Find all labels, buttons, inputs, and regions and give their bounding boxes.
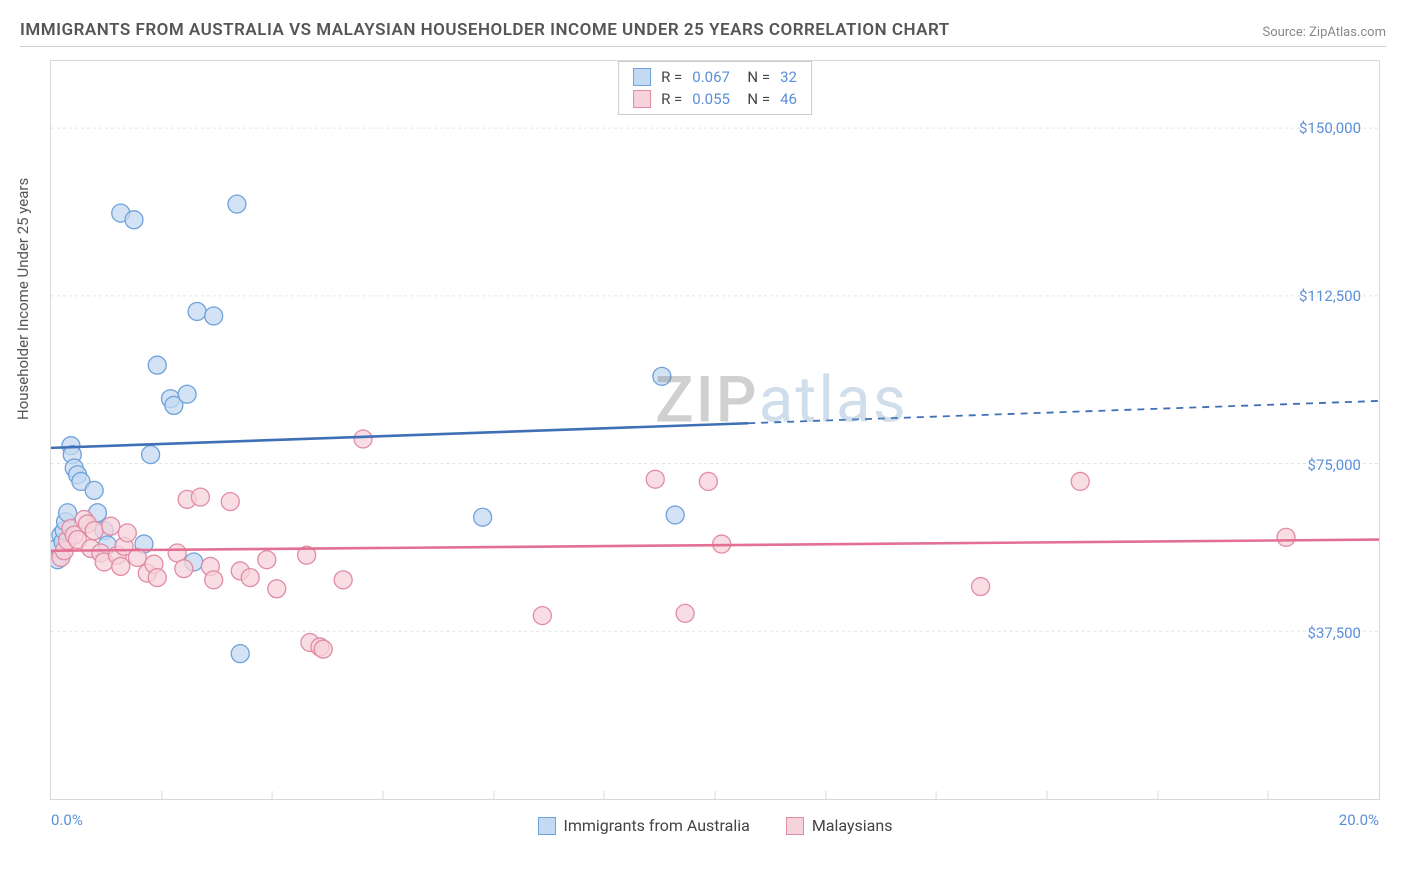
y-tick-label: $112,500 xyxy=(1299,287,1361,305)
legend-n-label: N = xyxy=(736,68,774,86)
bottom-legend-item-australia: Immigrants from Australia xyxy=(538,816,750,835)
y-tick-label: $150,000 xyxy=(1299,119,1361,137)
bottom-legend-item-malaysia: Malaysians xyxy=(786,816,893,835)
legend-row-malaysia: R = 0.055 N = 46 xyxy=(633,88,797,110)
chart-title: IMMIGRANTS FROM AUSTRALIA VS MALAYSIAN H… xyxy=(20,20,950,40)
chart-container: IMMIGRANTS FROM AUSTRALIA VS MALAYSIAN H… xyxy=(0,0,1406,892)
correlation-legend-box: R = 0.067 N = 32 R = 0.055 N = 46 xyxy=(618,61,812,115)
bottom-swatch-malaysia xyxy=(786,817,804,835)
legend-r-label: R = xyxy=(657,68,686,86)
legend-r-value-australia: 0.067 xyxy=(692,68,730,86)
legend-r-label: R = xyxy=(657,90,686,108)
legend-swatch-malaysia xyxy=(633,90,651,108)
legend-n-label: N = xyxy=(736,90,774,108)
y-tick-label: $75,000 xyxy=(1307,456,1361,474)
y-tick-label: $37,500 xyxy=(1307,624,1361,642)
bottom-swatch-australia xyxy=(538,817,556,835)
legend-r-value-malaysia: 0.055 xyxy=(692,90,730,108)
plot-area: ZIPatlas R = 0.067 N = 32 R = 0.055 N = … xyxy=(50,60,1380,800)
source-label: Source: ZipAtlas.com xyxy=(1262,25,1386,40)
bottom-legend-label-malaysia: Malaysians xyxy=(812,816,893,835)
scatter-plot-svg xyxy=(51,61,1379,799)
legend-n-value-australia: 32 xyxy=(780,68,797,86)
legend-swatch-australia xyxy=(633,68,651,86)
legend-row-australia: R = 0.067 N = 32 xyxy=(633,66,797,88)
y-axis-label: Householder Income Under 25 years xyxy=(14,178,32,420)
bottom-legend: Immigrants from Australia Malaysians xyxy=(51,816,1379,835)
legend-n-value-malaysia: 46 xyxy=(780,90,797,108)
title-bar: IMMIGRANTS FROM AUSTRALIA VS MALAYSIAN H… xyxy=(20,20,1386,47)
bottom-legend-label-australia: Immigrants from Australia xyxy=(564,816,750,835)
